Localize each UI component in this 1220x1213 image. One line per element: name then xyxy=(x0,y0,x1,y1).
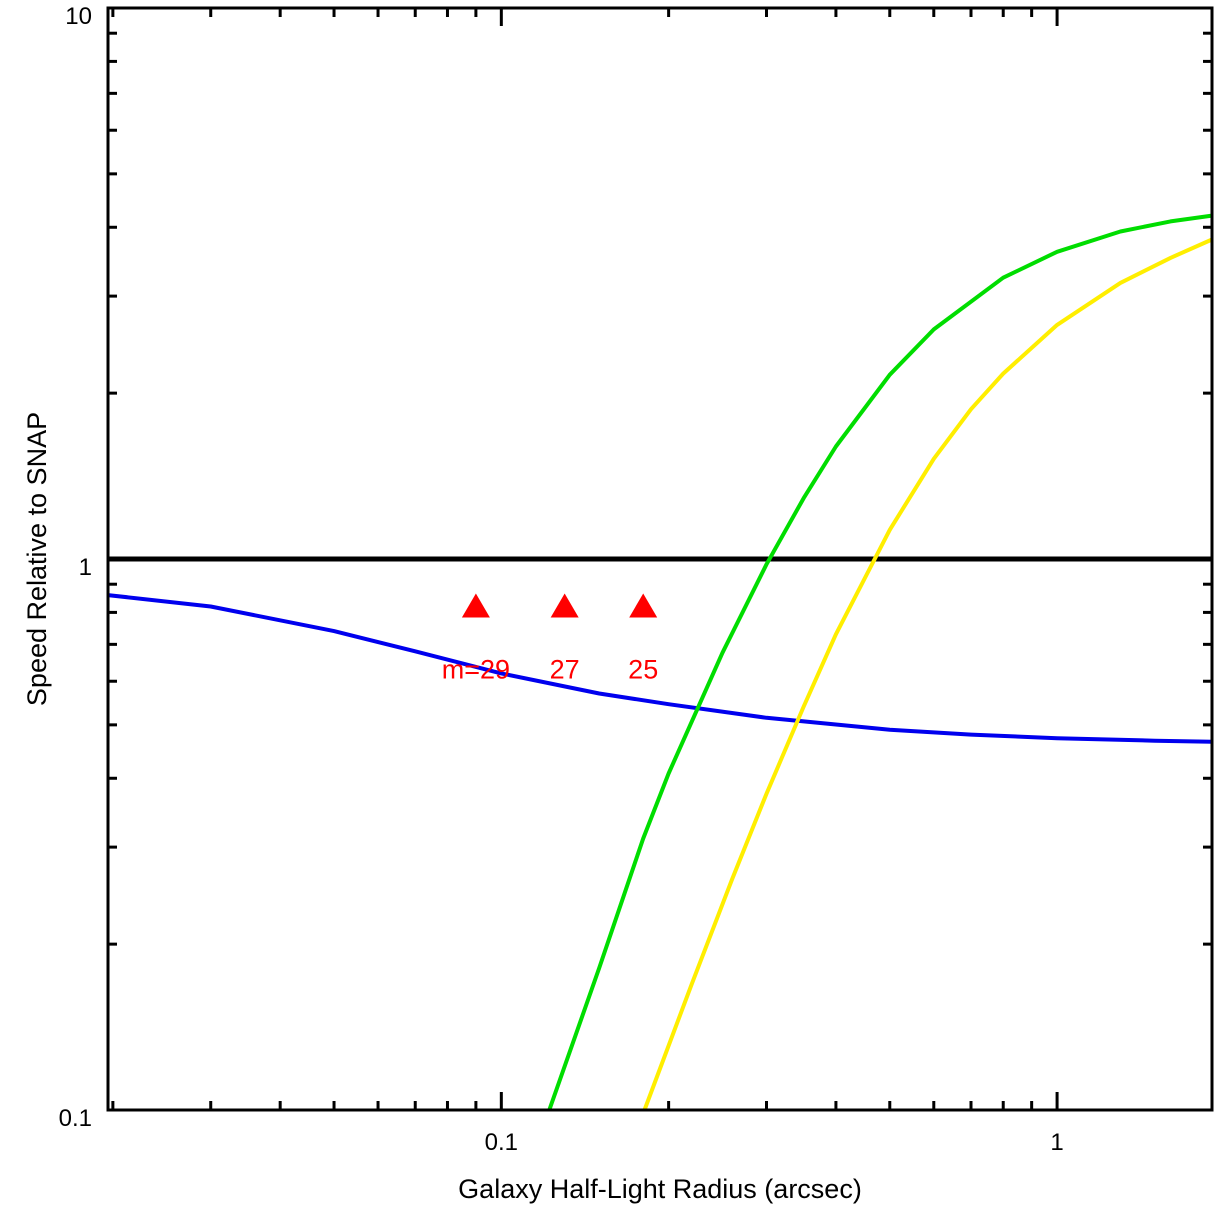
series-line-3 xyxy=(645,240,1213,1111)
series-line-1 xyxy=(108,595,1212,742)
y-tick-label: 0.1 xyxy=(59,1105,92,1132)
triangle-marker xyxy=(551,593,579,617)
y-tick-label: 1 xyxy=(79,554,92,581)
marker-label: m=29 xyxy=(442,654,510,684)
x-tick-label: 0.1 xyxy=(485,1129,518,1156)
y-axis-title: Speed Relative to SNAP xyxy=(22,412,52,706)
marker-label: 27 xyxy=(550,654,580,684)
triangle-marker xyxy=(629,593,657,617)
x-axis-title: Galaxy Half-Light Radius (arcsec) xyxy=(458,1174,862,1204)
tick-labels: 0.1 1 0.1 1 10 xyxy=(59,3,1064,1156)
marker-layer: m=29 27 25 xyxy=(442,593,658,684)
x-tick-label: 1 xyxy=(1050,1129,1063,1156)
triangle-marker xyxy=(462,593,490,617)
y-tick-label: 10 xyxy=(65,3,92,30)
marker-label: 25 xyxy=(628,654,658,684)
series-layer xyxy=(108,216,1212,1110)
